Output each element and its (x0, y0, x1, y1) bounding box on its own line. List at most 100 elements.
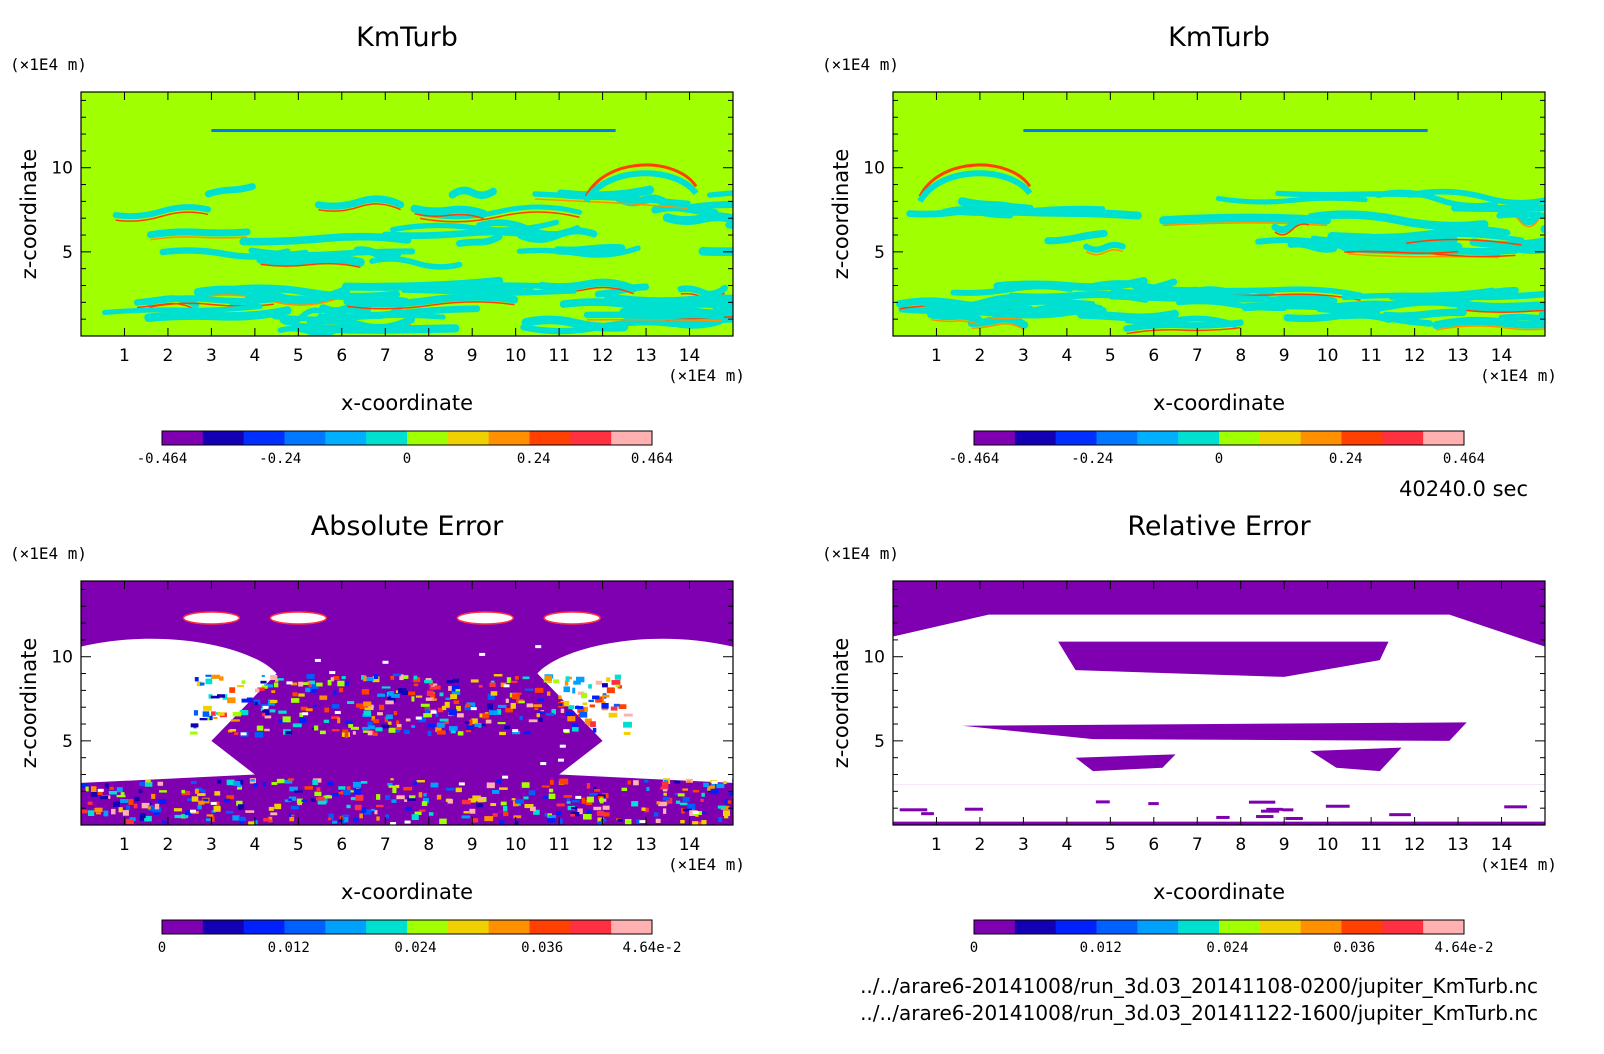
error-pixel (190, 723, 199, 728)
error-pixel (330, 793, 340, 797)
chart-title: Relative Error (1127, 511, 1311, 542)
colorbar-swatch (1055, 431, 1097, 445)
error-pixel (610, 706, 618, 711)
error-pixel (711, 780, 718, 784)
filament-edge (414, 212, 485, 220)
error-pixel (497, 722, 506, 725)
error-pixel (424, 679, 433, 684)
error-pixel (387, 696, 396, 703)
error-pixel (588, 699, 594, 703)
error-pixel (330, 677, 334, 682)
plot-frame (80, 580, 734, 826)
error-pixel (595, 680, 603, 685)
error-pixel (344, 732, 349, 738)
error-pixel (576, 676, 585, 683)
error-pixel (264, 728, 270, 732)
error-pixel (450, 694, 458, 700)
colorbar-swatch (366, 431, 408, 445)
filament-edge (665, 315, 733, 322)
heatmap-field (893, 92, 1545, 336)
error-pixel (465, 704, 471, 708)
error-pixel (310, 798, 316, 802)
error-pixel (510, 702, 516, 709)
error-pixel (575, 705, 584, 710)
error-pixel (120, 799, 129, 803)
x-unit-label: (×1E4 m) (668, 366, 745, 385)
error-pixel (682, 808, 692, 812)
error-pixel (392, 787, 397, 794)
error-pixel (226, 795, 235, 800)
vortex-core (583, 170, 699, 204)
error-pixel (154, 803, 160, 810)
x-tick-label: 6 (1148, 346, 1159, 366)
error-pixel (202, 798, 209, 802)
error-pixel (292, 723, 302, 728)
filament (993, 277, 1148, 291)
error-pixel (277, 678, 284, 681)
error-pixel (600, 818, 607, 822)
error-pixel (256, 725, 264, 731)
error-pixel (81, 783, 89, 789)
bottom-speck (1325, 804, 1350, 808)
error-pixel (359, 813, 363, 819)
error-pixel (384, 794, 391, 800)
error-pixel (701, 820, 707, 825)
filament-edge (115, 211, 209, 222)
error-pixel (403, 786, 413, 791)
error-pixel (239, 821, 244, 824)
error-pixel (556, 803, 565, 807)
error-pixel (97, 790, 103, 796)
x-tick-label: 2 (163, 835, 174, 855)
colorbar-tick-label: 4.64e-2 (1434, 940, 1493, 956)
blob-right (537, 638, 733, 783)
y-unit-label: (×1E4 m) (822, 544, 899, 563)
error-pixel (633, 780, 639, 786)
filament (1168, 292, 1334, 304)
error-pixel (268, 816, 273, 821)
error-pixel (384, 716, 389, 723)
error-pixel (309, 682, 319, 689)
bottom-speck (1095, 800, 1110, 804)
error-pixel (568, 705, 575, 710)
error-pixel (466, 702, 476, 709)
error-pixel (528, 719, 538, 723)
filament-edge (1406, 238, 1522, 246)
error-pixel (594, 789, 601, 792)
colorbar-tick-label: 0 (1215, 451, 1223, 467)
x-tick-label: 13 (1447, 835, 1469, 855)
filament (1388, 291, 1482, 300)
error-pixel (464, 721, 470, 724)
error-pixel (390, 675, 395, 680)
error-pixel (679, 802, 688, 806)
error-pixel (575, 795, 582, 799)
error-pixel (237, 804, 245, 810)
error-pixel (711, 781, 715, 788)
error-pixel (353, 788, 362, 795)
x-tick-label: 7 (380, 346, 391, 366)
error-pixel (328, 813, 334, 820)
error-pixel (361, 807, 367, 813)
error-pixel (727, 800, 732, 804)
error-pixel (522, 676, 530, 680)
x-tick-label: 11 (548, 346, 570, 366)
plot-frame (80, 91, 734, 337)
error-pixel (367, 721, 373, 727)
error-pixel (566, 711, 575, 717)
colorbar-tick-label: 0.036 (1333, 940, 1375, 956)
filament-edge (318, 203, 401, 212)
error-pixel (290, 682, 298, 686)
error-pixel (284, 799, 292, 803)
error-pixel (593, 806, 602, 811)
x-axis-label: x-coordinate (341, 880, 473, 904)
error-pixel (516, 801, 521, 806)
colorbar-swatch (1341, 920, 1383, 934)
error-pixel (406, 796, 416, 801)
file-path-1: ../../arare6-20141008/run_3d.03_20141108… (860, 974, 1538, 998)
filament (686, 200, 733, 212)
error-pixel (261, 685, 268, 689)
purple-patch-low (1075, 754, 1176, 772)
error-pixel (558, 695, 562, 700)
error-pixel (510, 680, 518, 683)
upper-blob (182, 611, 241, 625)
x-tick-label: 2 (975, 835, 986, 855)
